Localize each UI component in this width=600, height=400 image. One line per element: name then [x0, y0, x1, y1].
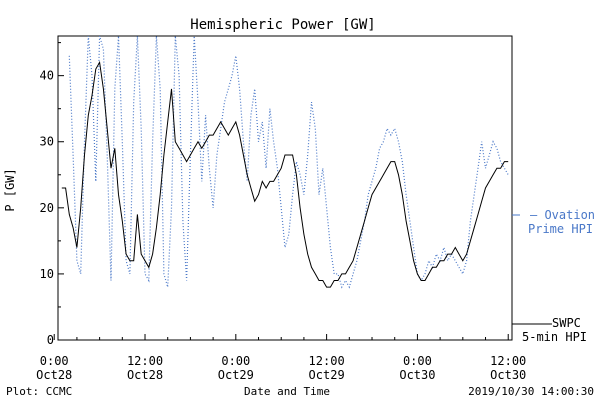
y-tick-label: 10 [40, 267, 54, 281]
x-tick-label-date: Oct30 [490, 368, 526, 382]
x-tick-label-time: 0:00 [221, 354, 250, 368]
footer-credit: Plot: CCMC [6, 385, 72, 398]
chart-title: Hemispheric Power [GW] [190, 17, 375, 33]
legend-swpc-line2: 5-min HPI [522, 330, 587, 344]
series-swpc-line [61, 60, 509, 288]
plot-frame [57, 35, 513, 341]
x-tick-label-time: 12:00 [127, 354, 163, 368]
footer-timestamp: 2019/10/30 14:00:30 [468, 385, 594, 398]
x-axis-label: Date and Time [244, 385, 330, 398]
x-tick-label-time: 12:00 [490, 354, 526, 368]
legend-swpc-line1: SWPC [552, 316, 581, 330]
plot-border [57, 35, 513, 341]
x-tick-label-date: Oct29 [309, 368, 345, 382]
y-axis-label: P [GW] [3, 168, 17, 211]
x-tick-label-date: Oct30 [399, 368, 435, 382]
y-tick-label: 0 [47, 333, 54, 347]
y-tick-label: 30 [40, 135, 54, 149]
y-tick-label: 40 [40, 69, 54, 83]
x-tick-label-time: 0:00 [40, 354, 69, 368]
legend-ovation-line1: — Ovation [530, 208, 595, 222]
y-tick-label: 20 [40, 201, 54, 215]
series-ovation-prime-line [68, 36, 509, 289]
x-tick-label-date: Oct28 [127, 368, 163, 382]
x-axis: 0:00Oct2812:00Oct280:00Oct2912:00Oct290:… [36, 334, 526, 382]
legend: — Ovation Prime HPI SWPC 5-min HPI [512, 208, 595, 344]
y-axis: 0 10 20 30 40 [40, 42, 64, 347]
legend-ovation-line2: Prime HPI [528, 222, 593, 236]
x-tick-label-date: Oct29 [218, 368, 254, 382]
x-tick-label-date: Oct28 [36, 368, 72, 382]
series-layer [61, 36, 509, 289]
x-tick-label-time: 0:00 [403, 354, 432, 368]
x-tick-label-time: 12:00 [309, 354, 345, 368]
